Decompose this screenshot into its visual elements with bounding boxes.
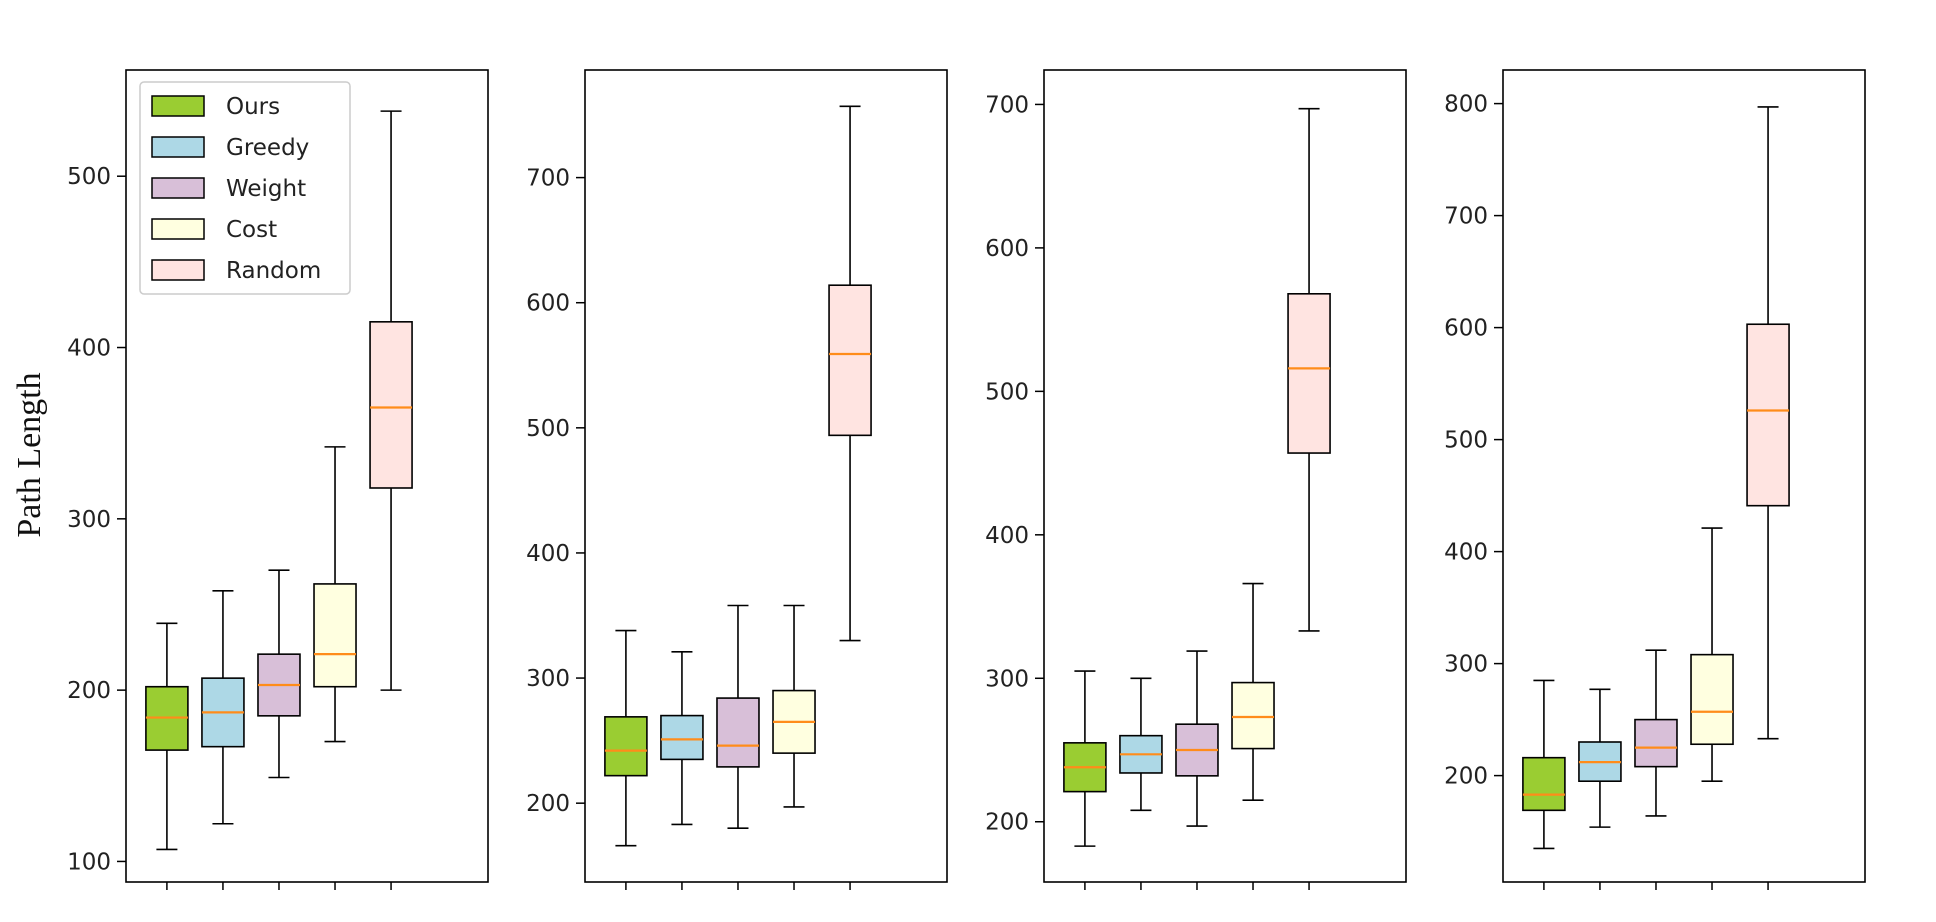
panel-2: 200 300 400 500 600 700 [526,69,948,890]
legend-label: Greedy [226,135,309,161]
iqr-box [1746,323,1790,507]
iqr-box [1287,293,1331,454]
iqr-box [716,697,760,768]
iqr-box [369,321,413,489]
box-greedy [201,589,245,825]
y-tick-label: 700 [526,166,570,192]
box-random [828,105,872,642]
box-ours [604,629,648,847]
box-weight [1634,649,1678,817]
y-tick-label: 400 [1444,540,1488,566]
y-tick-label: 200 [1444,764,1488,790]
box-random [1746,106,1790,740]
box-cost [1231,582,1275,802]
iqr-box [828,284,872,437]
y-tick-label: 100 [67,849,111,875]
legend: Ours Greedy Weight Cost Random [139,81,351,295]
box-greedy [660,650,704,826]
y-tick-label: 400 [985,523,1029,549]
y-tick-label: 500 [526,416,570,442]
box-cost [772,604,816,808]
box-weight [716,604,760,830]
legend-label: Cost [226,217,277,243]
chart-panels: 100 200 300 400 500 200 300 400 500 600 700 200 300 4… [67,69,1866,890]
iqr-box [604,716,648,777]
y-tick-label: 600 [1444,316,1488,342]
iqr-box [1231,681,1275,750]
y-tick-label: 300 [67,507,111,533]
panel-3: 200 300 400 500 600 700 [985,69,1407,890]
y-tick-label: 300 [526,666,570,692]
iqr-box [1522,756,1566,812]
box-random [369,110,413,691]
y-tick-label: 800 [1444,92,1488,118]
box-greedy [1578,688,1622,828]
box-greedy [1119,677,1163,812]
y-tick-label: 500 [1444,428,1488,454]
box-cost [313,446,357,743]
legend-label: Random [226,258,321,284]
y-tick-label: 600 [985,236,1029,262]
legend-frame [139,81,351,295]
panel-frame [1043,69,1407,883]
y-tick-label: 500 [67,164,111,190]
y-tick-label: 400 [526,541,570,567]
box-weight [257,569,301,779]
y-tick-label: 700 [1444,204,1488,230]
iqr-box [1634,718,1678,768]
legend-label: Ours [226,94,280,120]
y-tick-label: 200 [67,678,111,704]
y-tick-label: 200 [526,791,570,817]
y-tick-label: 500 [985,379,1029,405]
panel-frame [125,69,489,883]
legend-label: Weight [226,176,306,202]
y-tick-label: 300 [985,666,1029,692]
y-axis-label: Path Length [11,372,48,537]
panel-frame [1502,69,1866,883]
panel-frame [584,69,948,883]
box-ours [145,622,189,851]
box-random [1287,107,1331,632]
y-tick-label: 700 [985,92,1029,118]
legend-swatch [151,136,205,158]
y-tick-label: 300 [1444,652,1488,678]
box-weight [1175,650,1219,827]
y-tick-label: 400 [67,336,111,362]
y-tick-label: 600 [526,291,570,317]
y-tick-label: 200 [985,810,1029,836]
iqr-box [313,583,357,688]
legend-swatch [151,177,205,199]
box-ours [1522,679,1566,850]
panel-1: 100 200 300 400 500 [67,69,489,890]
iqr-box [660,714,704,761]
iqr-box [1690,653,1734,746]
legend-swatch [151,218,205,240]
box-cost [1690,527,1734,783]
box-ours [1063,670,1107,847]
legend-swatch [151,95,205,117]
panel-4: 200 300 400 500 600 700 800 [1444,69,1866,890]
legend-swatch [151,259,205,281]
